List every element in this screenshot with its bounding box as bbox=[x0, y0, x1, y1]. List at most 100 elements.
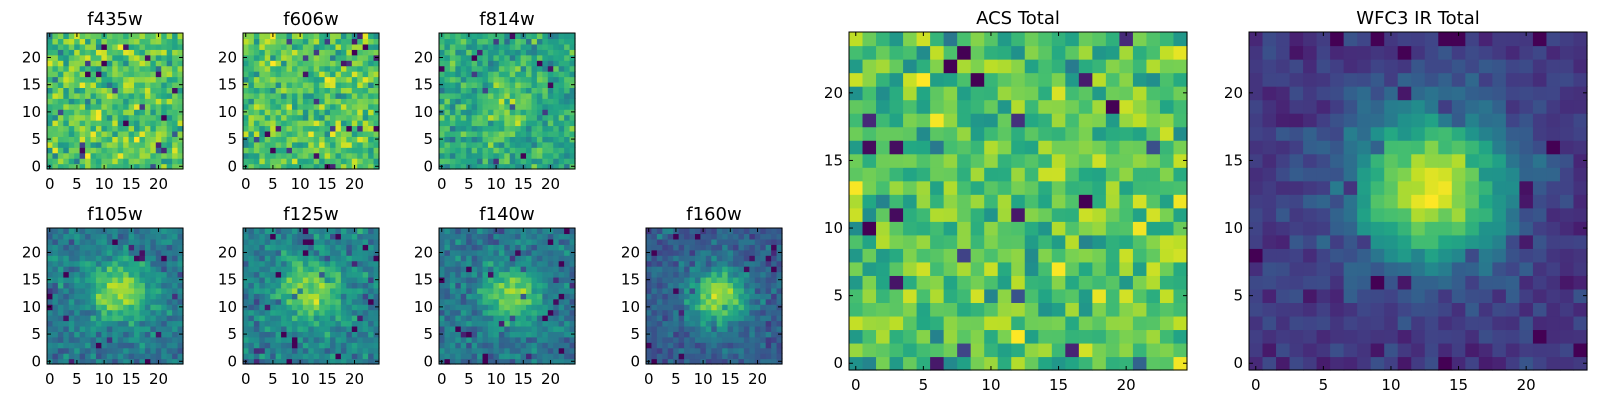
heatmap-cell bbox=[106, 76, 113, 83]
heatmap-cell bbox=[144, 147, 151, 154]
heatmap-cell bbox=[455, 49, 462, 56]
heatmap-cell bbox=[771, 336, 778, 343]
heatmap-cell bbox=[553, 331, 560, 338]
heatmap-cell bbox=[536, 76, 543, 83]
heatmap-cell bbox=[253, 98, 260, 105]
heatmap-cell bbox=[368, 309, 375, 316]
heatmap-cell bbox=[302, 147, 309, 154]
heatmap-cell bbox=[101, 81, 108, 88]
heatmap-cell bbox=[531, 71, 538, 78]
heatmap-cell bbox=[509, 228, 516, 235]
heatmap-cell bbox=[302, 342, 309, 349]
heatmap-cell bbox=[57, 266, 64, 273]
heatmap-cell bbox=[1132, 315, 1148, 331]
heatmap-cell bbox=[509, 114, 516, 121]
heatmap-cell bbox=[493, 60, 500, 67]
heatmap-cell bbox=[253, 76, 260, 83]
heatmap-cell bbox=[722, 287, 729, 294]
heatmap-cell bbox=[482, 293, 489, 300]
heatmap-cell bbox=[357, 347, 364, 354]
heatmap-cell bbox=[351, 76, 358, 83]
heatmap-cell bbox=[302, 255, 309, 262]
heatmap-cell bbox=[335, 65, 342, 72]
heatmap-cell bbox=[536, 87, 543, 94]
heatmap-cell bbox=[520, 136, 527, 143]
heatmap-cell bbox=[243, 325, 250, 332]
heatmap-cell bbox=[123, 109, 130, 116]
heatmap-cell bbox=[493, 353, 500, 360]
x-tick-label: 5 bbox=[72, 370, 82, 388]
heatmap-cell bbox=[471, 260, 478, 267]
heatmap-cell bbox=[161, 92, 168, 99]
heatmap-cell bbox=[558, 141, 565, 148]
heatmap-cell bbox=[172, 287, 179, 294]
heatmap-cell bbox=[542, 238, 549, 245]
heatmap-cell bbox=[493, 158, 500, 165]
heatmap-cell bbox=[253, 287, 260, 294]
heatmap-cell bbox=[694, 260, 701, 267]
heatmap-cell bbox=[253, 233, 260, 240]
y-tick-label: 15 bbox=[414, 271, 433, 289]
heatmap-cell bbox=[79, 228, 86, 235]
heatmap-cell bbox=[340, 309, 347, 316]
heatmap-cell bbox=[101, 54, 108, 61]
heatmap-cell bbox=[57, 347, 64, 354]
heatmap-cell bbox=[984, 221, 999, 236]
heatmap-cell bbox=[275, 92, 282, 99]
heatmap-cell bbox=[90, 315, 97, 322]
heatmap-cell bbox=[569, 342, 576, 349]
heatmap-cell bbox=[498, 152, 505, 159]
heatmap-cell bbox=[509, 136, 516, 143]
heatmap-cell bbox=[542, 152, 549, 159]
heatmap-cell bbox=[313, 282, 320, 289]
heatmap-cell bbox=[487, 54, 494, 61]
heatmap-cell bbox=[248, 92, 255, 99]
heatmap-cell bbox=[542, 141, 549, 148]
heatmap-cell bbox=[362, 320, 369, 327]
heatmap-cell bbox=[346, 304, 353, 311]
heatmap-cell bbox=[346, 266, 353, 273]
heatmap-cell bbox=[509, 255, 516, 262]
heatmap-cell bbox=[1065, 356, 1080, 371]
heatmap-cell bbox=[930, 315, 945, 331]
heatmap-cell bbox=[771, 320, 778, 327]
heatmap-cell bbox=[259, 43, 266, 50]
heatmap-cell bbox=[357, 298, 364, 305]
heatmap-cell bbox=[90, 325, 97, 332]
heatmap-cell bbox=[455, 266, 462, 273]
heatmap-cell bbox=[85, 282, 92, 289]
heatmap-cell bbox=[161, 342, 168, 349]
heatmap-cell bbox=[319, 141, 326, 148]
heatmap-cell bbox=[487, 141, 494, 148]
heatmap-cell bbox=[90, 125, 97, 132]
heatmap-cell bbox=[943, 315, 958, 331]
heatmap-cell bbox=[439, 76, 446, 83]
heatmap-cell bbox=[515, 65, 522, 72]
heatmap-cell bbox=[275, 336, 282, 343]
heatmap-cell bbox=[542, 315, 549, 322]
heatmap-cell bbox=[340, 233, 347, 240]
heatmap-cell bbox=[243, 353, 250, 360]
heatmap-cell bbox=[286, 238, 293, 245]
heatmap-cell bbox=[357, 87, 364, 94]
heatmap-cell bbox=[155, 158, 162, 165]
heatmap-cell bbox=[743, 276, 750, 283]
heatmap-cell bbox=[466, 65, 473, 72]
heatmap-cell bbox=[765, 266, 772, 273]
heatmap-cell bbox=[259, 347, 266, 354]
heatmap-cell bbox=[749, 228, 756, 235]
heatmap-cell bbox=[79, 282, 86, 289]
heatmap-cell bbox=[123, 249, 130, 256]
heatmap-cell bbox=[330, 152, 337, 159]
heatmap-cell bbox=[155, 141, 162, 148]
heatmap-cell bbox=[849, 261, 864, 276]
heatmap-cell bbox=[482, 65, 489, 72]
heatmap-cell bbox=[106, 282, 113, 289]
heatmap-cell bbox=[351, 114, 358, 121]
heatmap-cell bbox=[253, 81, 260, 88]
heatmap-cell bbox=[302, 238, 309, 245]
heatmap-cell bbox=[526, 228, 533, 235]
heatmap-cell bbox=[1038, 356, 1053, 371]
heatmap-cell bbox=[243, 293, 250, 300]
heatmap-cell bbox=[95, 147, 102, 154]
